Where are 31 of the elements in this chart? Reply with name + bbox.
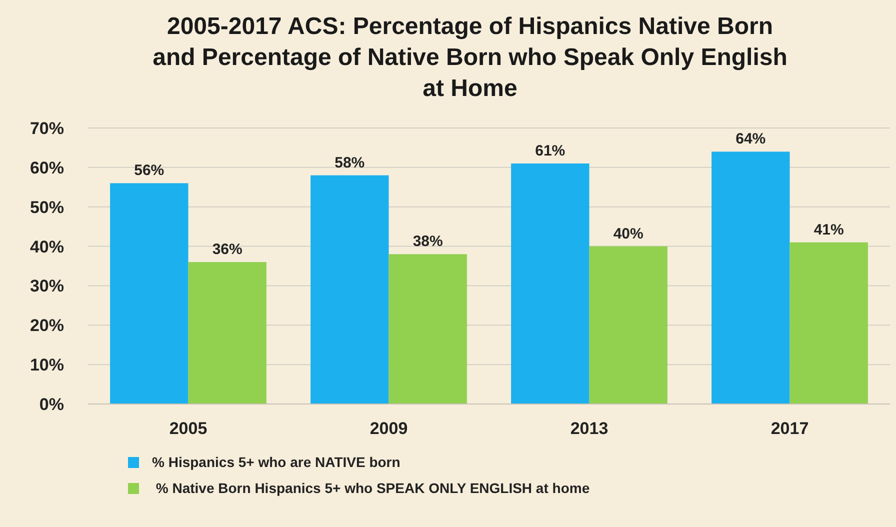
bar	[790, 242, 868, 404]
data-label: 58%	[334, 154, 365, 172]
data-label: 38%	[412, 233, 443, 250]
bar	[712, 152, 790, 404]
x-tick-label: 2005	[169, 419, 208, 438]
bar	[110, 183, 188, 404]
y-tick-label: 70%	[30, 119, 64, 138]
bar	[188, 262, 266, 404]
x-tick-label: 2009	[370, 419, 408, 438]
data-label: 61%	[535, 142, 566, 160]
y-tick-label: 0%	[39, 395, 64, 414]
y-tick-label: 40%	[30, 237, 64, 256]
legend-label: % Hispanics 5+ who are NATIVE born	[152, 454, 400, 470]
y-tick-label: 60%	[30, 158, 64, 178]
y-tick-label: 50%	[30, 198, 64, 217]
chart-title: 2005-2017 ACS: Percentage of Hispanics Native Born and Percentage of Native Born who Speak Only English at Home	[152, 13, 788, 102]
data-label: 64%	[736, 130, 766, 148]
bar	[310, 175, 389, 404]
data-label: 36%	[212, 241, 242, 258]
bar	[511, 163, 590, 404]
legend-label: % Native Born Hispanics 5+ who SPEAK ONLY ENGLISH at home	[152, 480, 590, 496]
bar	[589, 246, 668, 404]
bar	[388, 254, 467, 404]
x-tick-label: 2013	[570, 419, 608, 438]
y-tick-label: 10%	[30, 356, 64, 375]
y-tick-label: 30%	[30, 276, 64, 296]
x-tick-label: 2017	[770, 419, 809, 438]
data-label: 56%	[134, 162, 164, 180]
y-tick-label: 20%	[30, 316, 64, 336]
data-label: 40%	[613, 225, 644, 242]
data-label: 41%	[814, 221, 844, 238]
